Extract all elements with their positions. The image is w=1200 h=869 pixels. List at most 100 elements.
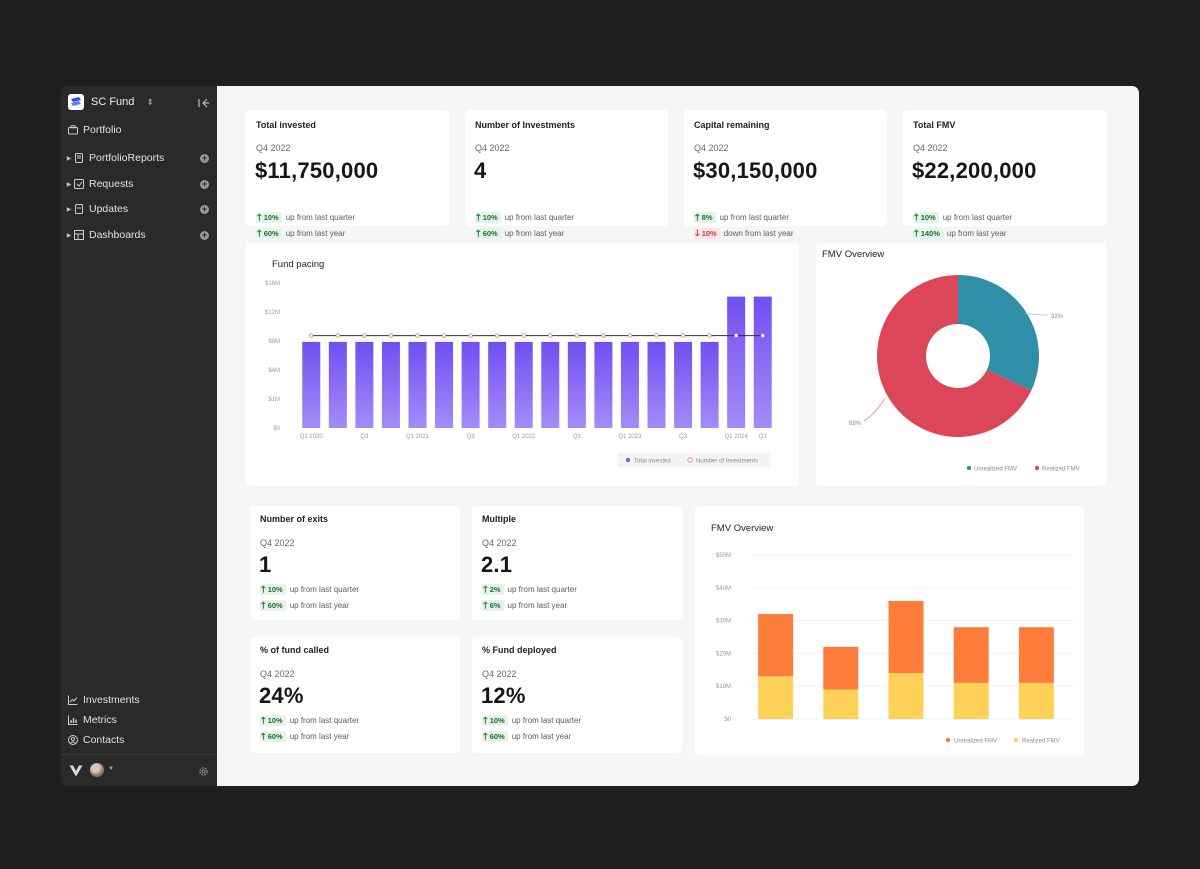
kpi-period: Q4 2022 [260,538,295,548]
legend-swatch [966,465,972,471]
avatar[interactable] [90,763,104,777]
kpi-period: Q4 2022 [482,669,517,679]
report-icon [74,153,84,163]
bar [674,341,693,428]
kpi-value: 24% [259,683,304,708]
x-tick-label: Q3 [679,434,688,440]
kpi-card-total-invested: Total invested Q4 2022 $11,750,000 🡑 10% u… [246,110,449,239]
kpi-card-fund-called: % of fund called Q4 2022 24% 🡑 10% up from… [250,637,460,753]
arrow-up-icon: 🡑 [261,584,266,594]
sidebar-item-investments[interactable]: Investments [68,693,140,707]
bar [700,341,719,428]
sidebar-item-label: Investments [83,694,140,706]
bar-chart-icon [68,715,78,725]
y-tick-label: $10M [716,684,731,690]
arrow-up-icon: 🡑 [261,731,266,741]
arrow-up-icon: 🡑 [261,600,266,610]
arrow-up-icon: 🡑 [257,212,262,222]
kpi-card-multiple: Multiple Q4 2022 2.1 🡑 2% up from last qua… [472,506,682,620]
x-tick-label: Q3 [759,434,768,440]
line-point [468,333,473,338]
kpi-card-capital-remaining: Capital remaining Q4 2022 $30,150,000 🡑 8… [684,110,887,239]
delta-year: 🡑 60% up from last year [260,731,350,742]
add-icon[interactable]: + [200,153,209,163]
bar [328,341,347,428]
collapse-sidebar-icon[interactable] [198,95,210,113]
main-content: Total invested Q4 2022 $11,750,000 🡑 10% u… [217,86,1139,786]
gear-icon[interactable] [198,764,209,782]
line-point [760,333,765,338]
kpi-period: Q4 2022 [694,143,729,153]
kpi-card-total-fmv: Total FMV Q4 2022 $22,200,000 🡑 10% up fro… [903,110,1106,239]
kpi-value: 12% [481,683,526,708]
sidebar-item-metrics[interactable]: Metrics [68,713,117,727]
bar-unrealized [1018,627,1054,683]
bar-unrealized [888,600,924,674]
y-tick-label: $0 [273,426,280,432]
y-tick-label: $4M [268,368,280,374]
bar [461,341,480,428]
x-tick-label: Q1 2023 [618,434,642,440]
sidebar-item-portfolio[interactable]: Portfolio [61,122,217,138]
arrow-up-icon: 🡑 [261,715,266,725]
delta-quarter: 🡑 10% up from last quarter [475,212,575,223]
chart-title: Fund pacing [272,259,325,270]
legend-label: Unrealized FMV [954,739,997,745]
bar-unrealized [823,646,859,690]
fmv-stacked-card: FMV Overview $0 $10M $20M $30M $40M $50M Unrea… [695,506,1084,755]
y-tick-label: $30M [716,619,731,625]
x-tick-label: Q1 2020 [300,434,324,440]
sidebar-item-updates[interactable]: ▶ Updates + [61,201,217,217]
chart-title: FMV Overview [711,523,774,534]
sidebar-item-requests[interactable]: ▶ Requests + [61,176,217,192]
add-icon[interactable]: + [200,179,209,189]
chevron-up-down-icon: ⬍ [146,96,154,107]
line-point [494,333,500,338]
sidebar-item-dashboards[interactable]: ▶ Dashboards + [61,227,217,243]
document-icon [74,204,84,214]
legend-swatch [625,457,631,463]
line-point [733,333,739,338]
bar-realized [953,682,989,719]
sidebar-item-label: PortfolioReports [89,152,165,164]
sidebar-item-label: Requests [89,178,134,190]
slice-label: 32% [1051,314,1064,320]
sidebar-item-label: Dashboards [89,229,146,241]
kpi-period: Q4 2022 [256,143,291,153]
kpi-title: Number of exits [260,514,329,524]
sidebar-item-contacts[interactable]: Contacts [68,733,124,747]
x-tick-label: Q1 2024 [725,434,749,440]
caret-right-icon: ▶ [66,232,72,239]
line-point [441,333,447,338]
add-icon[interactable]: + [200,204,209,214]
sidebar-item-label: Contacts [83,734,125,746]
kpi-period: Q4 2022 [475,143,510,153]
app-logo [68,94,84,110]
legend-label: Realized FMV [1022,739,1060,745]
bar [567,341,586,428]
bar-realized [758,676,794,719]
bar [435,341,454,428]
arrow-up-icon: 🡑 [695,212,700,222]
org-logo-icon[interactable] [69,764,83,782]
delta-year: 🡑 60% up from last year [260,600,350,611]
bar [541,341,560,428]
y-tick-label: $8M [268,339,280,345]
line-point [415,333,420,338]
fmv-stacked-chart: $0 $10M $20M $30M $40M $50M Unrealized FMV Real… [716,553,1075,745]
line-point [654,333,659,338]
arrow-up-icon: 🡑 [483,715,488,725]
chevron-down-icon[interactable]: ▼ [108,766,114,772]
fund-switcher[interactable]: SC Fund ⬍ [68,93,213,111]
x-tick-label: Q1 2022 [512,434,536,440]
arrow-up-icon: 🡑 [483,600,488,610]
delta-quarter: 🡑 10% up from last quarter [256,212,356,223]
y-tick-label: $0 [724,717,731,723]
sidebar-item-portfolioreports[interactable]: ▶ PortfolioReports + [61,150,217,166]
delta-quarter: 🡑 10% up from last quarter [260,715,360,726]
fund-pacing-chart: $0 $1M $4M $8M $12M $16M Q1 2020 Q3 Q1 2021 Q3 Q1 … [265,281,772,467]
dashboard-icon [74,230,84,240]
fmv-pie-card: FMV Overview 32% 68% Unrealized FMV Realize… [816,243,1106,486]
line-point [601,333,606,338]
add-icon[interactable]: + [200,230,209,240]
